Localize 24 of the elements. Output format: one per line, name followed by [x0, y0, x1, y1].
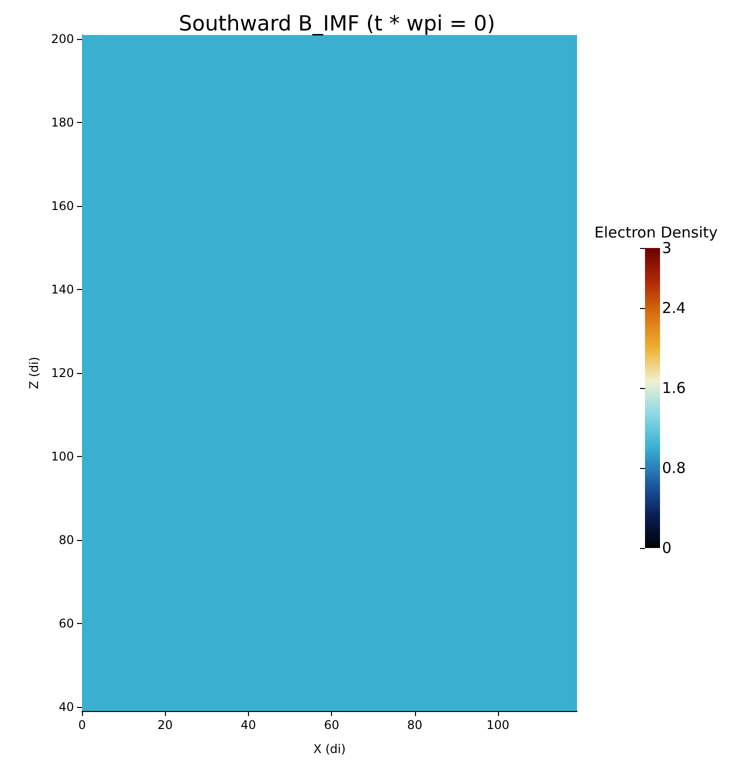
y-tick-label: 200	[51, 32, 74, 46]
color-bar-label: 0	[662, 539, 672, 557]
y-tick-label: 120	[51, 366, 74, 380]
y-axis-title: Z (di)	[27, 356, 42, 390]
y-tick-label: 100	[51, 449, 74, 464]
x-tick-label: 0	[78, 718, 86, 732]
y-tick-label: 40	[58, 700, 74, 714]
x-tick-label: 100	[486, 718, 510, 732]
y-tick-label: 160	[51, 199, 74, 214]
y-tick-label: 80	[58, 532, 74, 547]
x-tick-label: 40	[240, 718, 256, 732]
color-bar-label: 2.4	[662, 299, 686, 317]
color-bar-label: 3	[662, 239, 672, 257]
color-bar-label: 0.8	[662, 459, 686, 477]
y-tick-label: 140	[51, 282, 74, 297]
x-tick-label: 80	[407, 718, 422, 732]
chart-title: Southward B_IMF (t * wpi = 0)	[178, 12, 496, 36]
x-tick-label: 20	[158, 718, 173, 732]
x-axis-title: X (di)	[313, 742, 346, 756]
color-bar-label: 1.6	[662, 379, 686, 397]
y-tick-label: 180	[51, 116, 74, 130]
x-tick-label: 60	[324, 718, 340, 732]
y-tick-label: 60	[58, 616, 74, 630]
color-bar-title: Electron Density	[594, 224, 718, 242]
